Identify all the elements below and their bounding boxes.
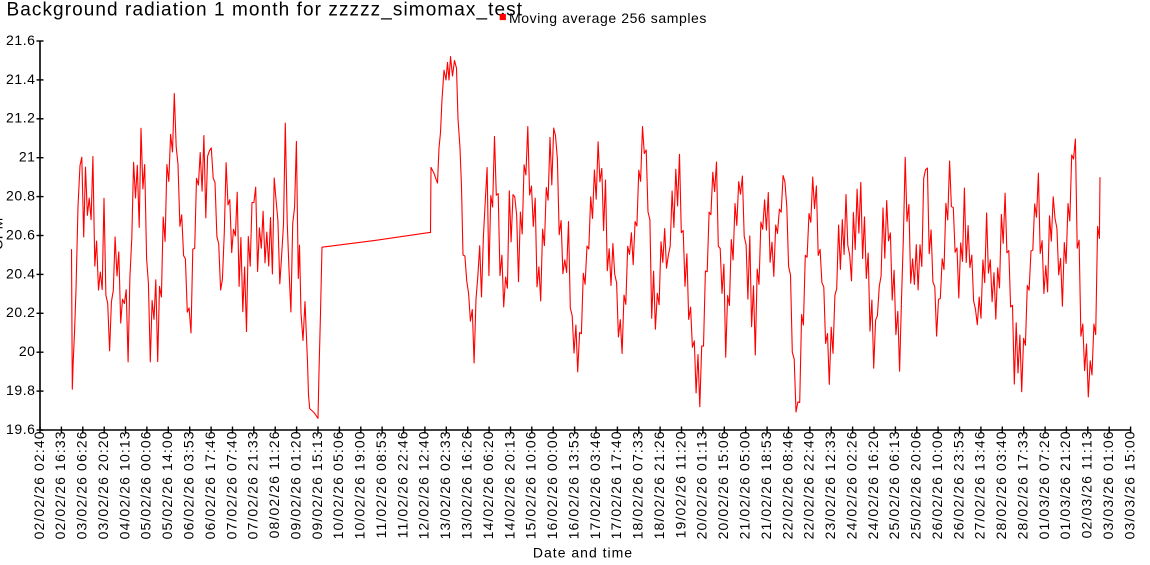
svg-text:24/02/26 16:20: 24/02/26 16:20 <box>865 430 881 539</box>
svg-text:19/02/26 11:20: 19/02/26 11:20 <box>672 430 688 538</box>
svg-text:03/02/26 06:26: 03/02/26 06:26 <box>74 430 90 539</box>
svg-text:Date and time: Date and time <box>533 545 633 561</box>
svg-text:03/02/26 20:20: 03/02/26 20:20 <box>95 430 111 539</box>
svg-text:22/02/26 08:46: 22/02/26 08:46 <box>779 430 795 539</box>
svg-text:20/02/26 01:13: 20/02/26 01:13 <box>694 430 710 539</box>
svg-text:26/02/26 23:53: 26/02/26 23:53 <box>950 430 966 539</box>
svg-text:02/02/26 02:40: 02/02/26 02:40 <box>31 430 47 539</box>
svg-text:24/02/26 02:26: 24/02/26 02:26 <box>843 430 859 539</box>
svg-text:13/02/26 16:26: 13/02/26 16:26 <box>459 430 475 539</box>
svg-text:11/02/26 22:46: 11/02/26 22:46 <box>394 430 410 538</box>
svg-text:10/02/26 19:00: 10/02/26 19:00 <box>352 430 368 539</box>
svg-text:12/02/26 12:40: 12/02/26 12:40 <box>416 430 432 539</box>
svg-text:16/02/26 00:00: 16/02/26 00:00 <box>544 430 560 539</box>
svg-text:13/02/26 02:33: 13/02/26 02:33 <box>437 430 453 539</box>
svg-text:20: 20 <box>19 343 36 359</box>
svg-text:20.2: 20.2 <box>6 304 35 320</box>
svg-text:04/02/26 10:13: 04/02/26 10:13 <box>116 430 132 539</box>
svg-text:07/02/26 21:33: 07/02/26 21:33 <box>245 430 261 539</box>
svg-text:03/03/26 15:00: 03/03/26 15:00 <box>1121 430 1137 539</box>
svg-text:02/03/26 11:13: 02/03/26 11:13 <box>1079 430 1095 538</box>
svg-text:21: 21 <box>19 149 36 165</box>
svg-text:27/02/26 13:46: 27/02/26 13:46 <box>972 430 988 539</box>
svg-text:21.4: 21.4 <box>6 71 35 87</box>
svg-text:Moving average 256 samples: Moving average 256 samples <box>509 10 707 26</box>
svg-text:05/02/26 00:06: 05/02/26 00:06 <box>138 430 154 539</box>
svg-text:14/02/26 20:13: 14/02/26 20:13 <box>501 430 517 539</box>
svg-text:07/02/26 07:40: 07/02/26 07:40 <box>223 430 239 539</box>
svg-text:25/02/26 06:13: 25/02/26 06:13 <box>886 430 902 539</box>
svg-text:15/02/26 10:06: 15/02/26 10:06 <box>523 430 539 539</box>
svg-text:21.2: 21.2 <box>6 110 35 126</box>
svg-text:10/02/26 05:06: 10/02/26 05:06 <box>330 430 346 539</box>
svg-text:28/02/26 03:40: 28/02/26 03:40 <box>993 430 1009 539</box>
svg-text:09/02/26 01:20: 09/02/26 01:20 <box>287 430 303 539</box>
svg-text:20.8: 20.8 <box>6 188 35 204</box>
svg-text:03/03/26 01:06: 03/03/26 01:06 <box>1100 430 1116 539</box>
svg-text:19.6: 19.6 <box>6 421 35 437</box>
svg-text:11/02/26 08:53: 11/02/26 08:53 <box>373 430 389 538</box>
svg-text:28/02/26 17:33: 28/02/26 17:33 <box>1015 430 1031 539</box>
svg-text:Background radiation 1 month f: Background radiation 1 month for zzzzz_s… <box>7 0 524 21</box>
svg-text:06/02/26 03:53: 06/02/26 03:53 <box>181 430 197 539</box>
svg-text:26/02/26 10:00: 26/02/26 10:00 <box>929 430 945 539</box>
svg-text:CPM: CPM <box>0 217 5 250</box>
svg-text:14/02/26 06:20: 14/02/26 06:20 <box>480 430 496 539</box>
svg-text:16/02/26 13:53: 16/02/26 13:53 <box>565 430 581 539</box>
svg-text:18/02/26 21:26: 18/02/26 21:26 <box>651 430 667 539</box>
svg-text:17/02/26 03:46: 17/02/26 03:46 <box>587 430 603 539</box>
svg-text:01/03/26 07:26: 01/03/26 07:26 <box>1036 430 1052 539</box>
svg-text:23/02/26 12:33: 23/02/26 12:33 <box>822 430 838 539</box>
svg-text:08/02/26 11:26: 08/02/26 11:26 <box>266 430 282 538</box>
svg-text:21/02/26 18:53: 21/02/26 18:53 <box>758 430 774 539</box>
svg-text:21/02/26 05:00: 21/02/26 05:00 <box>737 430 753 539</box>
svg-text:01/03/26 21:20: 01/03/26 21:20 <box>1057 430 1073 539</box>
svg-text:20/02/26 15:06: 20/02/26 15:06 <box>715 430 731 539</box>
svg-text:20.4: 20.4 <box>6 265 35 281</box>
svg-text:19.8: 19.8 <box>6 382 35 398</box>
svg-text:21.6: 21.6 <box>6 32 35 48</box>
svg-text:20.6: 20.6 <box>6 226 35 242</box>
svg-text:09/02/26 15:13: 09/02/26 15:13 <box>309 430 325 539</box>
svg-text:17/02/26 17:40: 17/02/26 17:40 <box>608 430 624 539</box>
svg-text:18/02/26 07:33: 18/02/26 07:33 <box>630 430 646 539</box>
svg-text:05/02/26 14:00: 05/02/26 14:00 <box>159 430 175 539</box>
svg-text:02/02/26 16:33: 02/02/26 16:33 <box>52 430 68 539</box>
svg-text:22/02/26 22:40: 22/02/26 22:40 <box>801 430 817 539</box>
svg-text:25/02/26 20:06: 25/02/26 20:06 <box>908 430 924 539</box>
svg-text:06/02/26 17:46: 06/02/26 17:46 <box>202 430 218 539</box>
